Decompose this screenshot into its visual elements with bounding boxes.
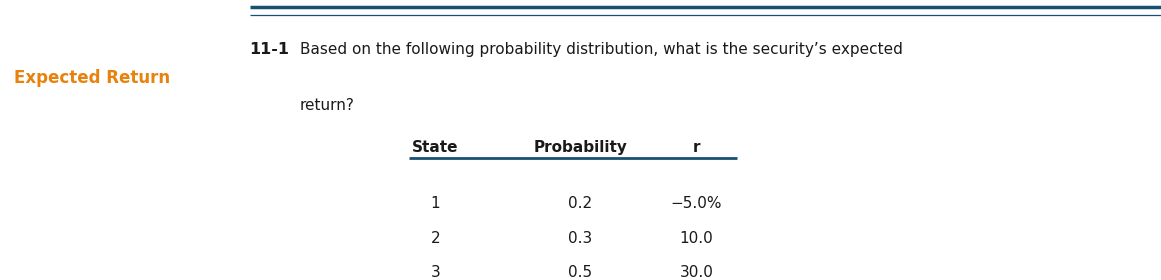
Text: 0.3: 0.3 — [569, 231, 592, 246]
Text: −5.0%: −5.0% — [671, 196, 722, 211]
Text: State: State — [412, 140, 459, 155]
Text: Expected Return: Expected Return — [14, 69, 170, 87]
Text: 11-1: 11-1 — [250, 42, 289, 57]
Text: 10.0: 10.0 — [679, 231, 714, 246]
Text: Probability: Probability — [534, 140, 627, 155]
Text: 0.2: 0.2 — [569, 196, 592, 211]
Text: 3: 3 — [431, 265, 440, 280]
Text: 0.5: 0.5 — [569, 265, 592, 280]
Text: 30.0: 30.0 — [679, 265, 714, 280]
Text: 2: 2 — [431, 231, 440, 246]
Text: r: r — [693, 140, 700, 155]
Text: 1: 1 — [431, 196, 440, 211]
Text: return?: return? — [300, 98, 354, 113]
Text: Based on the following probability distribution, what is the security’s expected: Based on the following probability distr… — [300, 42, 902, 57]
